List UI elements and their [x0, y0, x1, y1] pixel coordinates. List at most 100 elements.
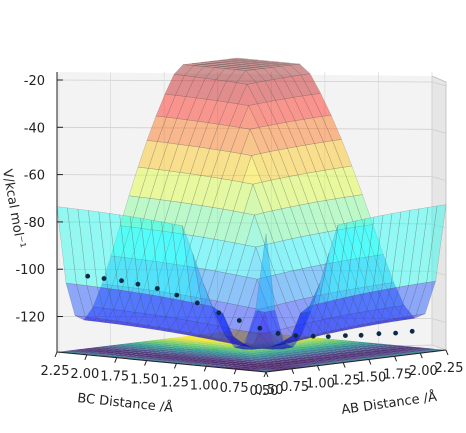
- surface-patch: [101, 255, 122, 286]
- floor-contour-cell: [306, 339, 324, 342]
- floor-contour-cell: [253, 339, 271, 342]
- surface-patch: [260, 151, 281, 181]
- floor-contour-cell: [348, 348, 366, 351]
- surface-patch: [290, 204, 311, 238]
- floor-contour-cell: [256, 357, 275, 360]
- floor-contour-cell: [187, 359, 206, 362]
- floor-contour-cell: [315, 352, 334, 355]
- surface-patch: [300, 282, 321, 314]
- surface-patch: [264, 242, 285, 276]
- trajectory-point: [101, 276, 107, 281]
- surface-patch: [107, 288, 128, 323]
- surface-patch: [137, 140, 158, 169]
- floor-contour-cell: [335, 343, 354, 346]
- surface-patch: [296, 144, 317, 174]
- floor-contour-cell: [201, 354, 219, 356]
- surface-patch: [367, 309, 389, 325]
- surface-patch: [210, 336, 231, 344]
- floor-contour-cell: [307, 341, 326, 343]
- floor-contour-cell: [126, 348, 145, 351]
- surface-patch: [98, 211, 119, 291]
- floor-contour-cell: [169, 360, 188, 362]
- surface-patch: [426, 204, 447, 283]
- surface-patch: [248, 103, 269, 128]
- floor-contour-cell: [308, 343, 327, 345]
- floor-contour-cell: [209, 365, 227, 368]
- surface-patch: [195, 268, 216, 300]
- floor-contour-cell: [390, 345, 408, 348]
- axis-lines: [56, 72, 447, 373]
- floor-contour-cell: [286, 349, 305, 352]
- floor-contour-cell: [241, 361, 260, 364]
- surface-patch: [228, 103, 249, 128]
- surface-patch: [216, 272, 237, 304]
- surface-patch: [315, 329, 336, 337]
- floor-contour-cell: [139, 355, 158, 358]
- floor-contour-cell: [281, 354, 299, 357]
- surface-patch: [324, 168, 345, 200]
- ab-tick-label: 0.75: [280, 380, 309, 395]
- surface-patch: [153, 262, 175, 293]
- floor-contour-cell: [276, 334, 294, 337]
- surface-patch: [263, 67, 284, 80]
- surface-patch: [277, 327, 299, 344]
- surface-patch: [331, 315, 353, 331]
- surface-patch: [333, 325, 354, 333]
- floor-contour-cell: [152, 360, 170, 362]
- bc-tick-mark: [54, 351, 58, 358]
- surface-patch: [128, 291, 149, 326]
- floor-contour-cell: [236, 341, 255, 344]
- floor-contour-cell: [65, 350, 83, 352]
- floor-contour-cell: [179, 336, 198, 338]
- surface-patch: [129, 216, 150, 295]
- surface-patch: [308, 201, 329, 234]
- surface-patch: [360, 320, 381, 328]
- floor-contour-cell: [279, 365, 298, 368]
- floor-contour-cell: [198, 350, 217, 353]
- floor-contour-cell: [312, 348, 331, 351]
- floor-contour-cell: [326, 355, 344, 358]
- floor-contour-cell: [181, 337, 199, 340]
- floor-contour-cell: [112, 354, 131, 357]
- surface-patch: [245, 214, 266, 248]
- z-gridline-side: [431, 270, 447, 276]
- floor-contour-cell: [383, 348, 402, 351]
- floor-contour-cell: [106, 345, 124, 347]
- floor-contour-cell: [373, 347, 392, 350]
- floor-contour-cell: [238, 330, 256, 333]
- surface-patch: [167, 118, 188, 145]
- surface-patch: [159, 296, 180, 332]
- floor-contour-cell: [341, 351, 359, 354]
- surface-patch: [334, 295, 355, 331]
- floor-contour-cell: [186, 358, 204, 360]
- floor-contour-cell: [235, 339, 254, 342]
- surface-patch: [272, 342, 294, 350]
- floor-contour-cell: [342, 353, 361, 356]
- surface-patch: [270, 340, 291, 348]
- surface-patch: [258, 306, 279, 333]
- floor-contour-projection: [57, 330, 446, 372]
- floor-contour-cell: [176, 357, 195, 359]
- surface-patch: [243, 183, 264, 216]
- surface-patch: [211, 305, 233, 342]
- floor-contour-cell: [195, 346, 214, 349]
- floor-contour-cell: [297, 340, 316, 343]
- trajectory-point: [275, 331, 281, 336]
- surface-patch: [248, 59, 269, 63]
- floor-contour-cell: [307, 353, 325, 356]
- surface-patch: [262, 344, 283, 350]
- floor-contour-cell: [220, 343, 239, 346]
- floor-contour-cell: [166, 341, 184, 344]
- z-gridline-side: [431, 176, 447, 181]
- surface-patch: [240, 332, 261, 348]
- surface-patch: [121, 226, 142, 259]
- floor-contour-cell: [123, 357, 142, 360]
- floor-contour-cell: [308, 355, 327, 358]
- surface-patch: [195, 78, 217, 100]
- floor-contour-cell: [266, 358, 284, 361]
- surface-patch: [307, 301, 328, 337]
- floor-contour-cell: [215, 362, 234, 365]
- z-tick-label: -60: [24, 169, 45, 184]
- floor-contour-cell: [278, 363, 297, 366]
- surface-patch: [125, 312, 146, 327]
